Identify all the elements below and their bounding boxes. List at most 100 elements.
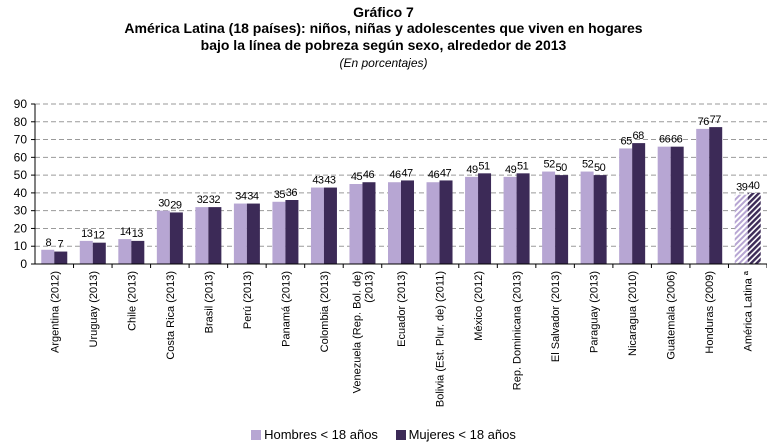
data-label-hombres-cat-17: 76: [698, 116, 710, 128]
data-label-mujeres-cat-18: 40: [748, 180, 760, 192]
bar-hombres-cat-8: [349, 184, 363, 264]
x-tick-label-cat-0: Argentina (2012): [49, 271, 61, 353]
bar-hombres-cat-6: [272, 201, 286, 264]
data-label-mujeres-cat-1: 12: [93, 230, 105, 242]
chart-subtitle: (En porcentajes): [339, 56, 428, 70]
bar-mujeres-cat-1: [92, 242, 106, 264]
data-label-mujeres-cat-15: 68: [633, 130, 645, 142]
bar-hombres-cat-9: [388, 182, 401, 264]
bar-mujeres-cat-9: [401, 180, 414, 264]
bar-mujeres-cat-12: [516, 173, 530, 264]
x-tick-label-cat-6: Panamá (2013): [280, 271, 292, 347]
x-tick-label-cat-3: Costa Rica (2013): [165, 271, 177, 360]
data-label-mujeres-cat-16: 66: [671, 134, 683, 146]
x-tick-label-cat-16: Guatemala (2006): [666, 271, 678, 360]
x-tick-label-line-cat-12-0: Rep. Dominicana (2013): [512, 271, 524, 390]
data-label-mujeres-cat-11: 51: [478, 160, 490, 172]
bar-mujeres-cat-11: [478, 173, 492, 264]
x-tick-label-line-cat-6-0: Panamá (2013): [280, 271, 292, 347]
data-label-hombres-cat-9: 46: [389, 169, 401, 181]
x-tick-label-cat-14: Paraguay (2013): [589, 271, 601, 353]
x-tick-label-line-cat-1-0: Uruguay (2013): [88, 271, 100, 347]
x-tick-label-line-cat-17-0: Honduras (2009): [704, 271, 716, 354]
bar-mujeres-cat-18: [747, 192, 761, 264]
x-tick-label-cat-2: Chile (2013): [126, 271, 138, 331]
data-label-mujeres-cat-9: 47: [401, 167, 413, 179]
bar-hombres-cat-13: [542, 171, 556, 264]
y-tick-label-40: 40: [14, 186, 28, 200]
legend: Hombres < 18 años Mujeres < 18 años: [0, 427, 767, 442]
bar-hombres-cat-18: [734, 194, 748, 264]
bar-hombres-cat-5: [233, 203, 247, 264]
x-tick-label-line-cat-5-0: Perú (2013): [242, 271, 254, 329]
x-tick-label-line-cat-16-0: Guatemala (2006): [666, 271, 678, 360]
data-label-hombres-cat-10: 46: [428, 169, 440, 181]
legend-swatch-mujeres: [395, 430, 406, 440]
x-tick-label-cat-7: Colombia (2013): [319, 271, 331, 352]
data-label-hombres-cat-0: 8: [45, 237, 51, 249]
data-label-hombres-cat-16: 66: [659, 134, 671, 146]
legend-swatch-hombres: [251, 430, 262, 440]
data-label-mujeres-cat-8: 46: [363, 169, 375, 181]
x-tick-label-line-cat-4-0: Brasil (2013): [203, 271, 215, 333]
x-tick-label-cat-12: Rep. Dominicana (2013): [512, 271, 524, 390]
bar-mujeres-cat-0: [54, 251, 68, 264]
bar-mujeres-cat-13: [555, 175, 569, 264]
data-label-mujeres-cat-2: 13: [132, 228, 144, 240]
y-tick-label-80: 80: [14, 115, 28, 129]
data-label-hombres-cat-14: 52: [582, 159, 594, 171]
legend-label-hombres: Hombres < 18 años: [264, 427, 378, 442]
data-label-mujeres-cat-4: 32: [209, 194, 221, 206]
bar-mujeres-cat-8: [362, 182, 376, 264]
data-label-hombres-cat-12: 49: [505, 164, 517, 176]
x-tick-label-cat-18: América Latina ª: [743, 270, 755, 351]
data-label-hombres-cat-2: 14: [120, 226, 132, 238]
x-axis-labels: Argentina (2012) Uruguay (2013) Chile (201…: [49, 264, 767, 407]
x-tick-label-cat-11: México (2012): [473, 271, 485, 341]
data-label-hombres-cat-1: 13: [81, 228, 93, 240]
x-tick-label-cat-4: Brasil (2013): [203, 271, 215, 333]
data-label-mujeres-cat-14: 50: [594, 162, 606, 174]
legend-label-mujeres: Mujeres < 18 años: [408, 427, 516, 442]
data-label-hombres-cat-3: 30: [158, 198, 170, 210]
legend-item-hombres: Hombres < 18 años: [251, 427, 378, 442]
x-tick-label-line-cat-0-0: Argentina (2012): [49, 271, 61, 353]
data-label-mujeres-cat-6: 36: [286, 187, 298, 199]
y-tick-label-30: 30: [14, 204, 28, 218]
bar-mujeres-cat-7: [323, 187, 337, 264]
bar-hombres-cat-4: [195, 207, 209, 264]
bar-hombres-cat-12: [503, 176, 517, 264]
bar-mujeres-cat-17: [709, 127, 723, 264]
bar-mujeres-cat-4: [208, 207, 222, 264]
x-tick-label-line-cat-10-0: Bolivia (Est. Plur. de) (2011): [435, 271, 447, 407]
y-tick-label-0: 0: [20, 257, 27, 271]
bar-hombres-cat-7: [310, 187, 324, 264]
bar-mujeres-cat-3: [169, 212, 183, 264]
data-label-mujeres-cat-7: 43: [324, 175, 336, 187]
x-tick-label-line-cat-8-0: Venezuela (Rep. Bol. de): [351, 271, 363, 393]
x-tick-label-cat-13: El Salvador (2013): [550, 271, 562, 362]
data-label-mujeres-cat-10: 47: [440, 167, 452, 179]
bar-mujeres-cat-10: [439, 180, 453, 264]
x-tick-label-cat-9: Ecuador (2013): [396, 271, 408, 347]
x-tick-label-line-cat-15-0: Nicaragua (2010): [627, 271, 639, 356]
data-label-mujeres-cat-12: 51: [517, 160, 529, 172]
bar-hombres-cat-3: [156, 210, 170, 264]
x-tick-label-cat-8: Venezuela (Rep. Bol. de) (2013): [351, 271, 375, 393]
x-tick-label-cat-5: Perú (2013): [242, 271, 254, 329]
data-label-mujeres-cat-5: 34: [247, 191, 259, 203]
x-tick-label-cat-10: Bolivia (Est. Plur. de) (2011): [435, 271, 447, 407]
data-label-hombres-cat-18: 39: [736, 182, 748, 194]
bar-mujeres-cat-15: [632, 143, 646, 264]
y-tick-label-20: 20: [14, 221, 28, 235]
x-tick-label-line-cat-14-0: Paraguay (2013): [589, 271, 601, 353]
y-axis-ticks: 0 10 20 30 40 50 60 70 80 90: [14, 97, 35, 271]
data-label-hombres-cat-4: 32: [197, 194, 209, 206]
x-tick-label-line-cat-18-0: América Latina ª: [743, 270, 755, 351]
bar-hombres-cat-14: [580, 171, 594, 264]
legend-item-mujeres: Mujeres < 18 años: [395, 427, 516, 442]
bar-hombres-cat-1: [79, 240, 93, 264]
